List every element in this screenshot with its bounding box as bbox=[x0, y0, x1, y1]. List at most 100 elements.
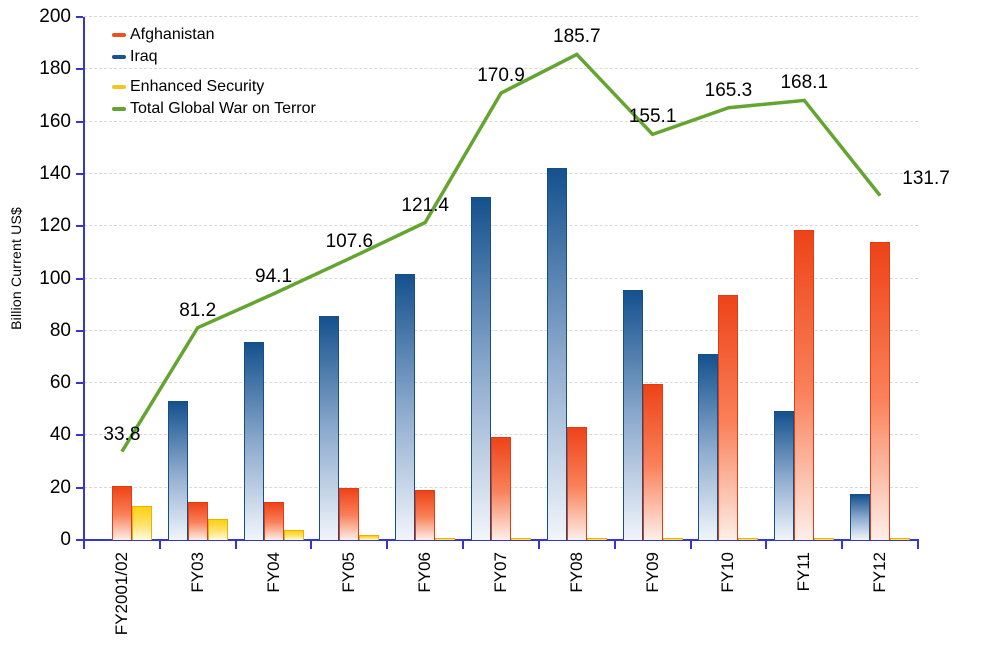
y-tick-label: 100 bbox=[39, 267, 71, 289]
x-axis-tick bbox=[765, 540, 768, 549]
bar-iraq-FY11 bbox=[774, 411, 795, 540]
grid-line bbox=[84, 16, 918, 17]
y-tick-label: 0 bbox=[60, 529, 71, 550]
x-axis-tick bbox=[83, 540, 85, 549]
x-tick-label: FY10 bbox=[718, 552, 738, 593]
legend-swatch-icon bbox=[112, 107, 126, 111]
x-axis-tick bbox=[537, 540, 540, 549]
bar-afghanistan-FY07 bbox=[491, 437, 511, 540]
y-axis-tick bbox=[76, 329, 83, 332]
line-point-label: 185.7 bbox=[553, 26, 601, 48]
bar-afghanistan-FY09 bbox=[642, 384, 663, 540]
line-point-label: 121.4 bbox=[401, 194, 449, 216]
line-point-label: 168.1 bbox=[780, 72, 829, 94]
bar-afghanistan-FY11 bbox=[794, 229, 815, 540]
x-tick-label: FY12 bbox=[870, 552, 890, 593]
bar-enhanced-security-FY10 bbox=[738, 538, 759, 540]
line-point-label: 33.8 bbox=[103, 423, 141, 445]
y-axis-tick bbox=[76, 225, 83, 228]
legend-label: Afghanistan bbox=[130, 26, 215, 43]
x-tick-label: FY04 bbox=[263, 552, 283, 593]
line-point-label: 81.2 bbox=[179, 299, 217, 321]
bar-enhanced-security-FY08 bbox=[586, 538, 607, 540]
y-axis-tick bbox=[76, 434, 83, 437]
y-tick-label: 180 bbox=[39, 58, 71, 80]
x-axis-tick bbox=[841, 540, 844, 549]
bar-iraq-FY09 bbox=[622, 290, 643, 540]
bar-iraq-FY03 bbox=[167, 401, 188, 540]
x-axis-tick bbox=[917, 540, 919, 549]
y-tick-label: 80 bbox=[49, 319, 71, 341]
y-axis-tick bbox=[76, 539, 83, 541]
legend: Afghanistan Iraq Enhanced Security Total Gl… bbox=[112, 24, 316, 120]
x-axis-tick bbox=[689, 540, 692, 549]
bar-iraq-FY08 bbox=[546, 168, 567, 540]
x-axis-tick bbox=[158, 540, 161, 549]
x-axis-tick bbox=[234, 540, 237, 549]
bar-iraq-FY12 bbox=[850, 493, 871, 540]
line-point-label: 94.1 bbox=[255, 265, 293, 287]
bar-afghanistan-FY05 bbox=[339, 487, 360, 540]
line-point-label: 155.1 bbox=[628, 106, 677, 128]
line-point-label: 131.7 bbox=[902, 167, 950, 189]
line-point-label: 107.6 bbox=[325, 230, 374, 252]
bar-iraq-FY06 bbox=[395, 274, 416, 540]
line-point-label: 170.9 bbox=[477, 65, 525, 87]
bar-afghanistan-FY08 bbox=[566, 426, 587, 540]
x-axis-tick bbox=[462, 540, 465, 549]
grid-line bbox=[84, 172, 918, 174]
y-axis-tick bbox=[76, 68, 83, 71]
y-axis-line bbox=[83, 17, 85, 541]
y-tick-label: 40 bbox=[49, 424, 71, 446]
bar-afghanistan-FY200102 bbox=[111, 485, 132, 540]
x-tick-label: FY11 bbox=[794, 552, 814, 592]
bar-enhanced-security-FY05 bbox=[359, 534, 380, 540]
bar-iraq-FY05 bbox=[319, 316, 340, 540]
legend-label: Enhanced Security bbox=[130, 78, 265, 95]
legend-item-total-global-war-on-terror: Total Global War on Terror bbox=[112, 98, 316, 120]
bar-enhanced-security-FY06 bbox=[435, 537, 456, 540]
bar-enhanced-security-FY200102 bbox=[131, 506, 152, 540]
y-axis-tick bbox=[76, 120, 83, 123]
y-tick-label: 120 bbox=[39, 215, 71, 237]
bar-afghanistan-FY03 bbox=[187, 501, 208, 540]
x-axis-line bbox=[83, 539, 919, 541]
grid-line bbox=[84, 120, 918, 122]
bar-iraq-FY07 bbox=[471, 196, 491, 540]
bar-afghanistan-FY10 bbox=[718, 294, 739, 540]
y-tick-label: 200 bbox=[39, 6, 71, 27]
bar-enhanced-security-FY04 bbox=[283, 530, 304, 540]
x-tick-label: FY08 bbox=[566, 552, 586, 593]
grid-line bbox=[84, 382, 918, 384]
bar-iraq-FY10 bbox=[698, 353, 719, 540]
y-axis-tick bbox=[76, 382, 83, 385]
y-tick-label: 160 bbox=[39, 110, 71, 132]
legend-item-enhanced-security: Enhanced Security bbox=[112, 76, 316, 98]
bar-iraq-FY04 bbox=[243, 341, 264, 540]
x-tick-label: FY06 bbox=[415, 552, 435, 593]
bar-enhanced-security-FY12 bbox=[890, 538, 911, 540]
y-axis-tick bbox=[76, 16, 83, 18]
x-tick-label: FY03 bbox=[187, 552, 207, 593]
x-tick-label: FY07 bbox=[491, 552, 510, 593]
legend-item-afghanistan: Afghanistan bbox=[112, 24, 316, 46]
y-tick-label: 60 bbox=[49, 372, 71, 394]
legend-label: Iraq bbox=[130, 48, 158, 65]
bar-enhanced-security-FY11 bbox=[814, 538, 835, 540]
bar-afghanistan-FY06 bbox=[415, 490, 436, 540]
legend-label: Total Global War on Terror bbox=[130, 100, 316, 117]
y-tick-label: 20 bbox=[49, 476, 71, 498]
grid-line bbox=[84, 329, 918, 331]
x-axis-tick bbox=[310, 540, 313, 549]
y-axis-tick bbox=[76, 277, 83, 280]
x-tick-label: FY2001/02 bbox=[111, 552, 131, 636]
y-axis-tick bbox=[76, 486, 83, 489]
legend-swatch-icon bbox=[112, 85, 126, 89]
line-point-label: 165.3 bbox=[704, 79, 753, 101]
legend-swatch-icon bbox=[112, 55, 126, 59]
bar-enhanced-security-FY03 bbox=[207, 519, 228, 540]
grid-line bbox=[84, 277, 918, 279]
y-axis-tick bbox=[76, 172, 83, 175]
bar-afghanistan-FY12 bbox=[870, 242, 891, 540]
